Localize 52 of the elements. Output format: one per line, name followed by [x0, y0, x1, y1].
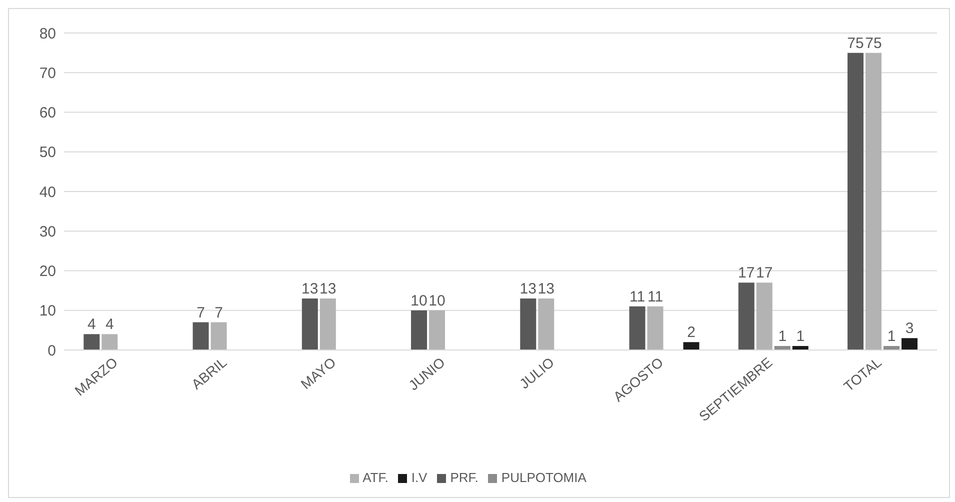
data-label: 13: [320, 280, 336, 298]
y-tick-label: 0: [48, 342, 56, 360]
data-label: 7: [196, 304, 205, 322]
y-tick-label: 70: [39, 64, 56, 82]
bar: [683, 342, 700, 350]
legend-label: ATF.: [362, 470, 388, 485]
bar: [84, 334, 100, 350]
data-label: 1: [796, 328, 805, 346]
bar: [902, 338, 918, 350]
data-label: 10: [410, 292, 428, 310]
data-label: 7: [214, 304, 223, 322]
data-label: 11: [629, 288, 646, 306]
bar: [302, 298, 318, 350]
y-tick-label: 40: [39, 184, 56, 201]
data-label: 1: [778, 328, 787, 346]
bar: [647, 306, 664, 350]
data-label: 17: [756, 264, 773, 282]
bar: [320, 298, 336, 350]
data-label: 75: [865, 34, 882, 52]
y-tick-label: 30: [39, 223, 56, 240]
data-label: 13: [538, 280, 554, 298]
bar: [102, 334, 118, 350]
data-label: 75: [847, 34, 864, 52]
bar: [848, 52, 864, 350]
bar: [756, 282, 772, 350]
bar: [210, 322, 227, 350]
bar: [411, 310, 428, 350]
data-label: 11: [647, 288, 664, 306]
y-tick-label: 80: [39, 25, 56, 42]
data-label: 13: [302, 280, 318, 298]
bar: [520, 298, 536, 350]
bar: [866, 52, 882, 350]
data-label: 1: [887, 328, 896, 346]
data-label: 17: [738, 264, 755, 282]
data-label: 3: [905, 320, 914, 338]
y-tick-label: 50: [39, 144, 56, 162]
legend-label: PRF.: [450, 470, 478, 485]
y-tick-label: 20: [39, 263, 56, 280]
bar: [192, 322, 209, 350]
y-tick-label: 10: [39, 302, 56, 320]
data-label: 10: [428, 292, 446, 310]
legend-label: I.V: [411, 470, 428, 485]
bar: [429, 310, 446, 350]
bar: [738, 282, 754, 350]
legend-label: PULPOTOMIA: [501, 470, 586, 485]
bar: [538, 298, 554, 350]
data-label: 4: [105, 316, 114, 334]
y-tick-label: 60: [39, 104, 56, 122]
data-label: 2: [687, 324, 696, 342]
bar: [629, 306, 646, 350]
data-label: 13: [520, 280, 536, 298]
data-label: 4: [87, 316, 96, 334]
